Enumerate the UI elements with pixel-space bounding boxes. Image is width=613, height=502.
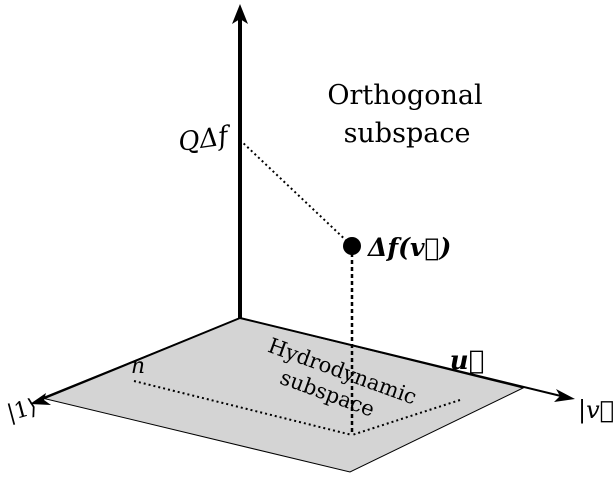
one-axis bbox=[39, 317, 241, 401]
u-axis-label: u⃗ bbox=[450, 346, 485, 376]
one-axis-arrowhead bbox=[30, 393, 51, 405]
delta-f-point bbox=[343, 237, 361, 255]
orthogonal-label-line1: Orthogonal bbox=[327, 80, 482, 111]
q-projection-line bbox=[239, 139, 353, 247]
u-projection-line bbox=[351, 399, 461, 436]
v-axis-label: |v⃗⟩ bbox=[578, 396, 613, 425]
orthogonal-label-line2: subspace bbox=[344, 118, 471, 149]
v-axis bbox=[239, 317, 566, 398]
v-axis-arrowhead bbox=[554, 389, 575, 402]
n-axis-label: n bbox=[131, 354, 145, 379]
point-label: Δf(v⃗) bbox=[366, 233, 451, 262]
orthogonal-axis-arrowhead bbox=[232, 4, 248, 24]
q-delta-f-label: QΔf bbox=[176, 121, 234, 158]
one-axis-label: |1⟩ bbox=[4, 395, 39, 427]
